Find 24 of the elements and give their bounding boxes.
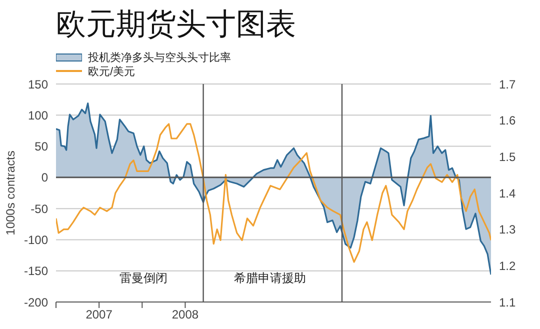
y2-tick-label: 1.7 [499,77,516,92]
chart-title: 欧元期货头寸图表 [56,7,296,43]
line-series [56,123,491,263]
y-tick-label: -200 [24,295,48,310]
y2-tick-label: 1.1 [499,295,516,310]
y-tick-label: -150 [24,264,48,278]
y-tick-label: -50 [30,202,48,216]
ref-line-label: 希腊申请援助 [234,271,306,285]
y2-tick-label: 1.2 [499,258,516,273]
y-axis-title: 1000s contracts [3,150,18,236]
ref-line-label: 雷曼倒闭 [119,271,168,285]
y-tick-label: 50 [34,140,48,154]
legend-label: 投机类净多头与空头头寸比率 [88,50,231,64]
y2-tick-label: 1.6 [499,114,516,128]
y-tick-label: -100 [24,232,48,247]
y-tick-label: 0 [41,170,48,185]
y-tick-label: 100 [28,108,48,122]
y2-tick-label: 1.3 [499,222,516,237]
y-tick-label: 150 [28,77,48,92]
y2-tick-label: 1.4 [499,186,516,200]
y2-tick-label: 1.5 [499,150,516,164]
legend-label: 欧元/美元 [88,64,136,78]
x-tick-label: 2008 [172,308,199,322]
x-tick-label: 2007 [86,308,113,322]
